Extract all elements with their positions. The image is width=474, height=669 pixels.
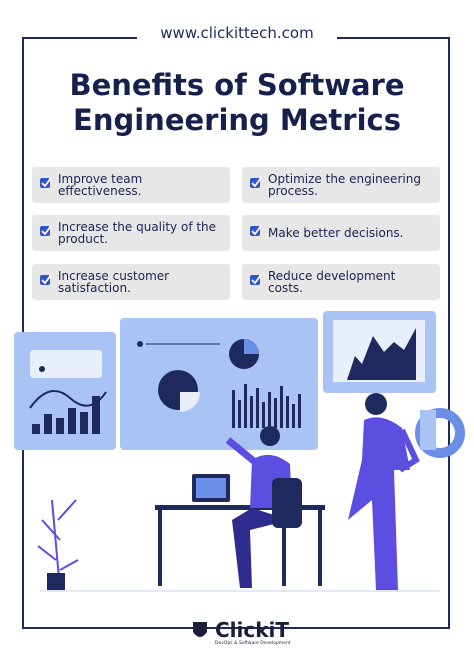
- chair: [272, 478, 302, 528]
- person-head: [260, 426, 280, 446]
- brand: ClickiT: [215, 618, 290, 642]
- check-icon: [40, 274, 52, 285]
- panel: [120, 318, 318, 450]
- check-icon: [40, 177, 52, 188]
- title-line: Engineering Metrics: [73, 103, 401, 137]
- benefit-item: Optimize the engineering process.: [242, 167, 440, 203]
- pie-slice: [180, 392, 200, 412]
- benefit-text: Reduce development costs.: [268, 269, 396, 295]
- benefit-item: Improve team effectiveness.: [32, 167, 230, 203]
- pot: [47, 573, 65, 591]
- check-icon: [250, 177, 262, 188]
- benefit-text: Increase customer satisfaction.: [58, 269, 170, 295]
- laptop-screen: [196, 478, 226, 498]
- floor: [40, 590, 440, 592]
- plant: [37, 499, 79, 591]
- person-arm: [225, 437, 258, 465]
- benefit-item: Make better decisions.: [242, 215, 440, 251]
- pie-slice: [244, 339, 259, 354]
- url: www.clickittech.com: [137, 24, 337, 42]
- check-icon: [250, 225, 262, 236]
- benefit-text: Improve team effectiveness.: [58, 172, 143, 198]
- dot: [137, 341, 143, 347]
- benefit-text: Increase the quality of the product.: [58, 220, 217, 246]
- benefit-text: Make better decisions.: [268, 226, 404, 240]
- panel: [14, 332, 116, 450]
- check-icon: [40, 225, 52, 236]
- donut-cover: [420, 410, 436, 450]
- logo-icon: [193, 622, 207, 637]
- bars-icon: [32, 396, 100, 434]
- benefit-item: Increase the quality of the product.: [32, 215, 230, 251]
- person-legs: [232, 508, 290, 588]
- bars-icon: [232, 384, 301, 428]
- panel-box: [30, 350, 102, 378]
- chair-leg: [282, 528, 286, 586]
- area-icon: [347, 328, 416, 380]
- woman-arm: [398, 428, 420, 473]
- benefit-item: Increase customer satisfaction.: [32, 264, 230, 300]
- tagline: DevOps & Software Development: [215, 641, 291, 646]
- woman-body: [348, 417, 410, 590]
- desk-leg: [318, 510, 322, 586]
- desk-leg: [158, 510, 162, 586]
- woman-head: [365, 393, 387, 415]
- dot: [39, 366, 45, 372]
- title-line: Benefits of Software: [69, 68, 405, 102]
- check-icon: [250, 274, 262, 285]
- desk: [155, 505, 325, 510]
- benefit-text: Optimize the engineering process.: [268, 172, 421, 198]
- benefit-item: Reduce development costs.: [242, 264, 440, 300]
